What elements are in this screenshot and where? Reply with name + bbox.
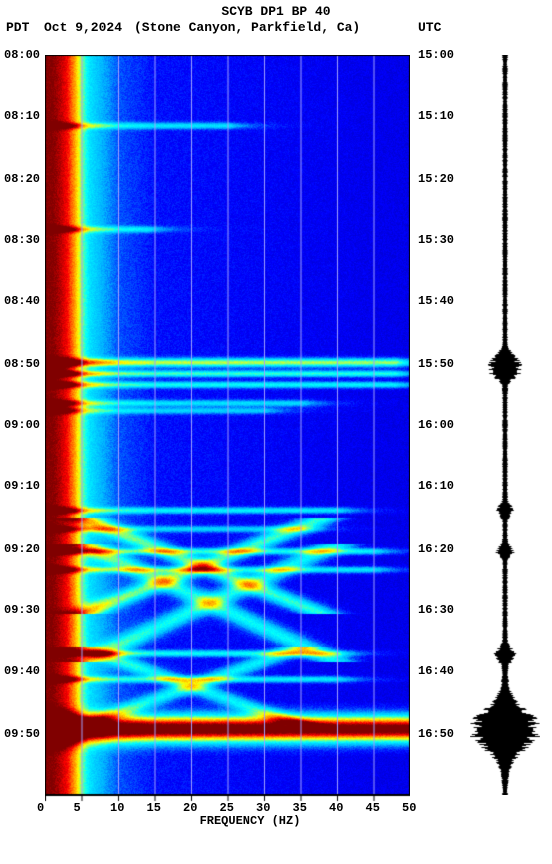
spectrogram-canvas <box>45 55 410 795</box>
x-tick-label: 40 <box>329 801 343 815</box>
y-left-tick-label: 09:50 <box>4 727 40 741</box>
y-right-tick-label: 16:10 <box>418 479 454 493</box>
y-left-tick-label: 09:40 <box>4 664 40 678</box>
x-tick-label: 20 <box>183 801 197 815</box>
y-left-tick-label: 09:30 <box>4 603 40 617</box>
y-right-tick-label: 16:00 <box>418 418 454 432</box>
x-axis-label: FREQUENCY (HZ) <box>45 814 455 828</box>
x-tick-label: 45 <box>366 801 380 815</box>
y-left-tick-label: 08:00 <box>4 48 40 62</box>
x-tick-label: 5 <box>74 801 81 815</box>
x-tick-label: 25 <box>220 801 234 815</box>
y-left-tick-label: 08:30 <box>4 233 40 247</box>
y-left-tick-label: 09:00 <box>4 418 40 432</box>
plot-title: SCYB DP1 BP 40 <box>0 4 552 19</box>
y-left-tick-label: 09:20 <box>4 542 40 556</box>
y-left-tick-label: 08:40 <box>4 294 40 308</box>
y-right-tick-label: 15:10 <box>418 109 454 123</box>
x-tick-label: 50 <box>402 801 416 815</box>
y-right-tick-label: 16:50 <box>418 727 454 741</box>
tz-left: PDT <box>6 20 29 35</box>
y-right-tick-label: 16:20 <box>418 542 454 556</box>
figure-container: SCYB DP1 BP 40 PDT Oct 9,2024 (Stone Can… <box>0 0 552 864</box>
y-left-tick-label: 08:50 <box>4 357 40 371</box>
y-right-tick-label: 15:50 <box>418 357 454 371</box>
y-right-tick-label: 15:30 <box>418 233 454 247</box>
x-tick-label: 10 <box>110 801 124 815</box>
y-right-tick-label: 15:40 <box>418 294 454 308</box>
y-right-tick-label: 16:30 <box>418 603 454 617</box>
x-tick-label: 30 <box>256 801 270 815</box>
date: Oct 9,2024 <box>44 20 122 35</box>
y-right-tick-label: 15:00 <box>418 48 454 62</box>
x-tick-label: 15 <box>147 801 161 815</box>
seismogram-canvas <box>470 55 540 795</box>
y-right-tick-label: 15:20 <box>418 172 454 186</box>
x-tick-label: 0 <box>37 801 44 815</box>
y-left-tick-label: 09:10 <box>4 479 40 493</box>
y-right-tick-label: 16:40 <box>418 664 454 678</box>
location: (Stone Canyon, Parkfield, Ca) <box>134 20 360 35</box>
x-tick-label: 35 <box>293 801 307 815</box>
y-left-tick-label: 08:20 <box>4 172 40 186</box>
tz-right: UTC <box>418 20 441 35</box>
y-left-tick-label: 08:10 <box>4 109 40 123</box>
